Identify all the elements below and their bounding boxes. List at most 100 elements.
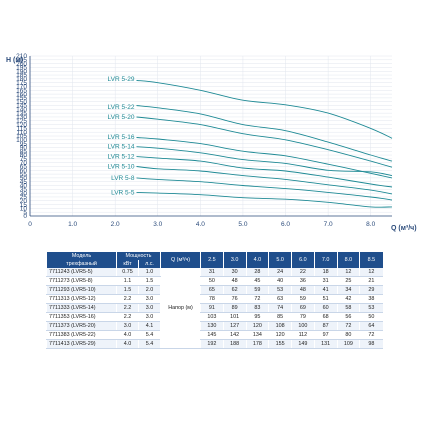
y-tick-label: 210 <box>16 53 27 60</box>
head-cell: 72 <box>245 294 269 304</box>
head-cell: 51 <box>313 294 337 304</box>
power-header: Мощность <box>116 252 161 260</box>
kw-header: кВт <box>116 260 139 268</box>
head-cell: 53 <box>268 285 292 295</box>
flow-col-header: 4.0 <box>245 252 269 268</box>
x-axis-label: Q (м³/ч) <box>391 225 417 232</box>
curve-line <box>136 191 393 208</box>
head-cell: 130 <box>200 321 224 331</box>
y-tick-label: 25 <box>20 194 28 201</box>
kw-cell: 2.2 <box>116 294 139 304</box>
y-tick-label: 95 <box>20 141 28 148</box>
head-cell: 79 <box>291 312 315 322</box>
pump-performance-chart: 0510152025303540455055606570758085909510… <box>6 53 417 232</box>
kw-cell: 2.2 <box>116 303 139 313</box>
head-cell: 56 <box>336 312 360 322</box>
model-header: Модель <box>46 252 117 260</box>
head-cell: 48 <box>291 285 315 295</box>
head-cell: 60 <box>313 303 337 313</box>
hp-cell: 3.0 <box>138 303 161 313</box>
x-tick-label: 0 <box>28 221 32 228</box>
curve-label: LVR 5-20 <box>107 114 134 121</box>
model-cell: 7711273 (LVR5-8) <box>46 276 117 286</box>
curve-label: LVR 5-29 <box>107 76 134 83</box>
curve-line <box>136 137 393 179</box>
x-tick-label: 3.0 <box>153 221 162 228</box>
flow-header: Q (м³/ч) <box>160 252 201 268</box>
x-tick-label: 4.0 <box>196 221 205 228</box>
y-tick-label: 90 <box>20 145 28 152</box>
y-tick-label: 150 <box>16 99 27 106</box>
y-tick-label: 200 <box>16 61 27 68</box>
y-tick-label: 205 <box>16 57 27 64</box>
head-cell: 34 <box>336 285 360 295</box>
head-cell: 21 <box>359 276 383 286</box>
y-tick-label: 15 <box>20 202 28 209</box>
y-tick-label: 170 <box>16 84 27 91</box>
chart-grid <box>30 55 392 216</box>
table-row: 7711413 (LVR5-29) 4.0 5.4 192 188 178 155 149 13… <box>46 339 383 349</box>
head-label-cell: Напор (м) <box>160 268 201 349</box>
hp-cell: 5.4 <box>138 339 161 349</box>
head-cell: 120 <box>245 321 269 331</box>
head-cell: 142 <box>222 330 246 340</box>
head-cell: 58 <box>336 303 360 313</box>
kw-cell: 3.0 <box>116 321 139 331</box>
head-cell: 112 <box>291 330 315 340</box>
table-row: 7711383 (LVR5-22) 4.0 5.4 145 142 134 120 112 97… <box>46 330 383 340</box>
kw-cell: 2.2 <box>116 312 139 322</box>
head-cell: 24 <box>268 268 292 277</box>
curve-line <box>136 156 393 188</box>
y-tick-label: 65 <box>20 164 28 171</box>
curve-label: LVR 5-16 <box>107 134 134 141</box>
hp-cell: 3.0 <box>138 294 161 304</box>
head-cell: 42 <box>336 294 360 304</box>
y-tick-label: 55 <box>20 171 28 178</box>
y-tick-label: 45 <box>20 179 28 186</box>
head-cell: 12 <box>336 268 360 277</box>
head-cell: 127 <box>222 321 246 331</box>
y-tick-label: 0 <box>23 213 27 220</box>
y-tick-label: 35 <box>20 187 28 194</box>
head-cell: 149 <box>291 339 315 349</box>
kw-cell: 4.0 <box>116 330 139 340</box>
head-cell: 29 <box>359 285 383 295</box>
head-cell: 78 <box>200 294 224 304</box>
head-cell: 22 <box>291 268 315 277</box>
x-tick-label: 1.0 <box>68 221 77 228</box>
head-cell: 38 <box>359 294 383 304</box>
y-tick-label: 195 <box>16 65 27 72</box>
curve-label: LVR 5-10 <box>107 163 134 170</box>
flow-col-header: 2.5 <box>200 252 224 268</box>
y-tick-label: 130 <box>16 114 27 121</box>
y-tick-label: 120 <box>16 122 27 129</box>
head-cell: 83 <box>245 303 269 313</box>
head-cell: 50 <box>200 276 224 286</box>
model-cell: 7711373 (LVR5-20) <box>46 321 117 331</box>
head-cell: 109 <box>336 339 360 349</box>
head-cell: 28 <box>245 268 269 277</box>
head-cell: 100 <box>291 321 315 331</box>
model-cell: 7711293 (LVR5-10) <box>46 285 117 295</box>
table-row: 7711273 (LVR5-8) 1.1 1.5 50 48 45 40 36 31 25 21 <box>46 276 383 286</box>
head-cell: 63 <box>268 294 292 304</box>
head-cell: 36 <box>291 276 315 286</box>
kw-cell: 4.0 <box>116 339 139 349</box>
y-tick-label: 155 <box>16 95 27 102</box>
x-tick-label: 6.0 <box>281 221 290 228</box>
y-tick-label: 160 <box>16 91 27 98</box>
curve-line <box>136 105 393 162</box>
y-tick-label: 180 <box>16 76 27 83</box>
curve-line <box>136 79 393 139</box>
y-tick-label: 185 <box>16 72 27 79</box>
y-tick-label: 85 <box>20 148 28 155</box>
head-cell: 68 <box>313 312 337 322</box>
head-cell: 31 <box>200 268 224 277</box>
head-cell: 74 <box>268 303 292 313</box>
head-cell: 145 <box>200 330 224 340</box>
hp-cell: 1.5 <box>138 276 161 286</box>
curve-label: LVR 5-8 <box>111 175 135 182</box>
x-tick-label: 7.0 <box>324 221 333 228</box>
y-tick-label: 80 <box>20 152 28 159</box>
y-tick-label: 115 <box>17 126 28 133</box>
